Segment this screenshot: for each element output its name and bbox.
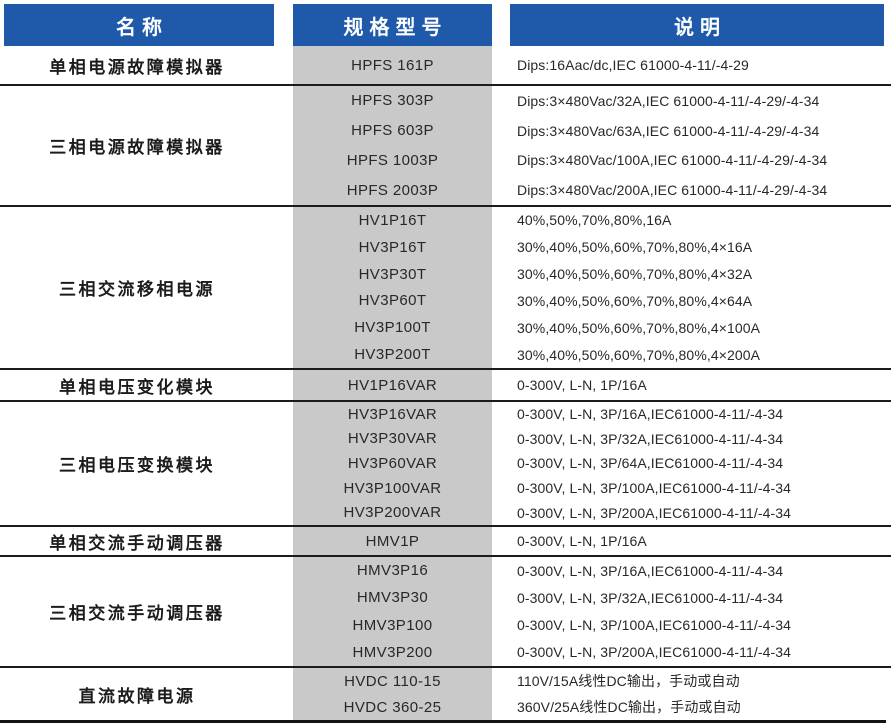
spec-description: 30%,40%,50%,60%,70%,80%,4×32A <box>517 266 753 283</box>
spec-description: 0-300V, L-N, 3P/200A,IEC61000-4-11/-4-34 <box>517 644 792 661</box>
product-name: 三相交流移相电源 <box>59 280 215 299</box>
column-header-model: 规格型号 <box>293 4 492 46</box>
model-number: HPFS 603P <box>351 122 434 140</box>
product-group: 三相交流手动调压器 HMV3P16 HMV3P30 HMV3P100 HMV3P200 0… <box>0 557 891 668</box>
model-number: HMV3P30 <box>356 589 429 607</box>
spec-description: Dips:3×480Vac/32A,IEC 61000-4-11/-4-29/-… <box>517 92 820 109</box>
product-group: 单相电压变化模块 HV1P16VAR 0-300V, L-N, 1P/16A <box>0 370 891 402</box>
product-group: 单相交流手动调压器 HMV1P 0-300V, L-N, 1P/16A <box>0 527 891 557</box>
product-group: 单相电源故障模拟器 HPFS 161P Dips:16Aac/dc,IEC 6100… <box>0 46 891 86</box>
model-number: HPFS 161P <box>351 56 434 74</box>
model-column-cell: HPFS 161P <box>293 46 492 84</box>
product-group: 三相电源故障模拟器 HPFS 303P HPFS 603P HPFS 1003P HPF… <box>0 86 891 207</box>
description-column-cell: 0-300V, L-N, 1P/16A <box>510 370 886 400</box>
model-number: HV3P16T <box>358 238 427 256</box>
model-number: HV3P60VAR <box>347 454 438 472</box>
spec-description: 0-300V, L-N, 1P/16A <box>517 377 647 393</box>
spec-description: 0-300V, L-N, 3P/16A,IEC61000-4-11/-4-34 <box>517 406 784 423</box>
spec-description: 30%,40%,50%,60%,70%,80%,4×200A <box>517 346 761 363</box>
description-column-cell: 40%,50%,70%,80%,16A 30%,40%,50%,60%,70%,8… <box>510 207 886 368</box>
table-bottom-rule <box>0 720 886 723</box>
model-number: HPFS 303P <box>351 92 434 110</box>
model-number: HMV3P16 <box>356 562 429 580</box>
model-number: HV3P30VAR <box>347 430 438 448</box>
model-number: HMV1P <box>365 532 420 550</box>
table-body: 单相电源故障模拟器 HPFS 161P Dips:16Aac/dc,IEC 6100… <box>0 46 891 720</box>
product-name: 直流故障电源 <box>78 686 196 706</box>
spec-description: 0-300V, L-N, 3P/16A,IEC61000-4-11/-4-34 <box>517 562 784 579</box>
product-name: 单相交流手动调压器 <box>49 533 225 553</box>
model-number: HPFS 1003P <box>346 151 439 169</box>
spec-description: 30%,40%,50%,60%,70%,80%,4×100A <box>517 319 761 336</box>
spec-description: 0-300V, L-N, 3P/100A,IEC61000-4-11/-4-34 <box>517 480 792 497</box>
description-column-cell: 110V/15A线性DC输出，手动或自动 360V/25A线性DC输出，手动或自动 <box>510 668 886 720</box>
spec-description: 0-300V, L-N, 3P/32A,IEC61000-4-11/-4-34 <box>517 589 784 606</box>
product-group: 直流故障电源 HVDC 110-15 HVDC 360-25 110V/15A线性DC… <box>0 668 891 720</box>
spec-description: 30%,40%,50%,60%,70%,80%,4×64A <box>517 292 753 309</box>
model-number: HMV3P100 <box>352 616 433 634</box>
model-column-cell: HMV3P16 HMV3P30 HMV3P100 HMV3P200 <box>293 557 492 666</box>
table-header-row: 名称 规格型号 说明 <box>0 4 891 46</box>
model-column-cell: HV3P16VAR HV3P30VAR HV3P60VAR HV3P100VAR HV3… <box>293 402 492 525</box>
model-number: HV3P30T <box>358 265 427 283</box>
description-column-cell: Dips:16Aac/dc,IEC 61000-4-11/-4-29 <box>510 46 886 84</box>
model-column-cell: HV1P16VAR <box>293 370 492 400</box>
product-name: 单相电压变化模块 <box>59 377 215 397</box>
spec-description: 0-300V, L-N, 3P/100A,IEC61000-4-11/-4-34 <box>517 617 792 634</box>
spec-description: 0-300V, L-N, 3P/32A,IEC61000-4-11/-4-34 <box>517 430 784 447</box>
model-number: HVDC 360-25 <box>343 698 442 716</box>
model-number: HMV3P200 <box>352 643 433 661</box>
spec-description: Dips:16Aac/dc,IEC 61000-4-11/-4-29 <box>517 57 749 73</box>
description-column-cell: Dips:3×480Vac/32A,IEC 61000-4-11/-4-29/-… <box>510 86 886 205</box>
model-column-cell: HMV1P <box>293 527 492 555</box>
column-header-desc: 说明 <box>510 4 884 46</box>
product-name: 三相电压变换模块 <box>59 456 215 475</box>
spec-description: 30%,40%,50%,60%,70%,80%,4×16A <box>517 239 753 256</box>
model-column-cell: HPFS 303P HPFS 603P HPFS 1003P HPFS 2003P <box>293 86 492 205</box>
model-number: HV3P100VAR <box>343 479 442 497</box>
spec-description: 40%,50%,70%,80%,16A <box>517 212 672 229</box>
model-number: HV3P16VAR <box>347 405 438 423</box>
model-number: HV1P16T <box>358 211 427 229</box>
model-number: HPFS 2003P <box>346 181 439 199</box>
product-name: 三相交流手动调压器 <box>49 604 225 623</box>
column-header-name: 名称 <box>4 4 274 46</box>
spec-description: Dips:3×480Vac/63A,IEC 61000-4-11/-4-29/-… <box>517 122 820 139</box>
spec-description: 110V/15A线性DC输出，手动或自动 <box>517 673 740 689</box>
model-number: HV3P200VAR <box>343 504 442 522</box>
spec-description: Dips:3×480Vac/200A,IEC 61000-4-11/-4-29/… <box>517 182 828 199</box>
spec-description: 0-300V, L-N, 3P/200A,IEC61000-4-11/-4-34 <box>517 504 792 521</box>
description-column-cell: 0-300V, L-N, 3P/16A,IEC61000-4-11/-4-34 0… <box>510 557 886 666</box>
spec-description: 0-300V, L-N, 1P/16A <box>517 533 647 549</box>
model-number: HV3P200T <box>354 346 431 364</box>
model-number: HV1P16VAR <box>347 376 438 394</box>
model-number: HV3P60T <box>358 292 427 310</box>
product-group: 三相电压变换模块 HV3P16VAR HV3P30VAR HV3P60VAR HV3P1… <box>0 402 891 527</box>
spec-description: 0-300V, L-N, 3P/64A,IEC61000-4-11/-4-34 <box>517 455 784 472</box>
model-column-cell: HVDC 110-15 HVDC 360-25 <box>293 668 492 720</box>
product-name: 三相电源故障模拟器 <box>49 138 225 157</box>
model-number: HVDC 110-15 <box>344 672 441 690</box>
model-column-cell: HV1P16T HV3P16T HV3P30T HV3P60T HV3P100T HV3P… <box>293 207 492 368</box>
spec-description: Dips:3×480Vac/100A,IEC 61000-4-11/-4-29/… <box>517 152 828 169</box>
description-column-cell: 0-300V, L-N, 1P/16A <box>510 527 886 555</box>
model-number: HV3P100T <box>354 319 431 337</box>
description-column-cell: 0-300V, L-N, 3P/16A,IEC61000-4-11/-4-34 0… <box>510 402 886 525</box>
product-name: 单相电源故障模拟器 <box>49 57 225 77</box>
spec-description: 360V/25A线性DC输出，手动或自动 <box>517 699 741 715</box>
product-group: 三相交流移相电源 HV1P16T HV3P16T HV3P30T HV3P60T HV3P… <box>0 207 891 370</box>
